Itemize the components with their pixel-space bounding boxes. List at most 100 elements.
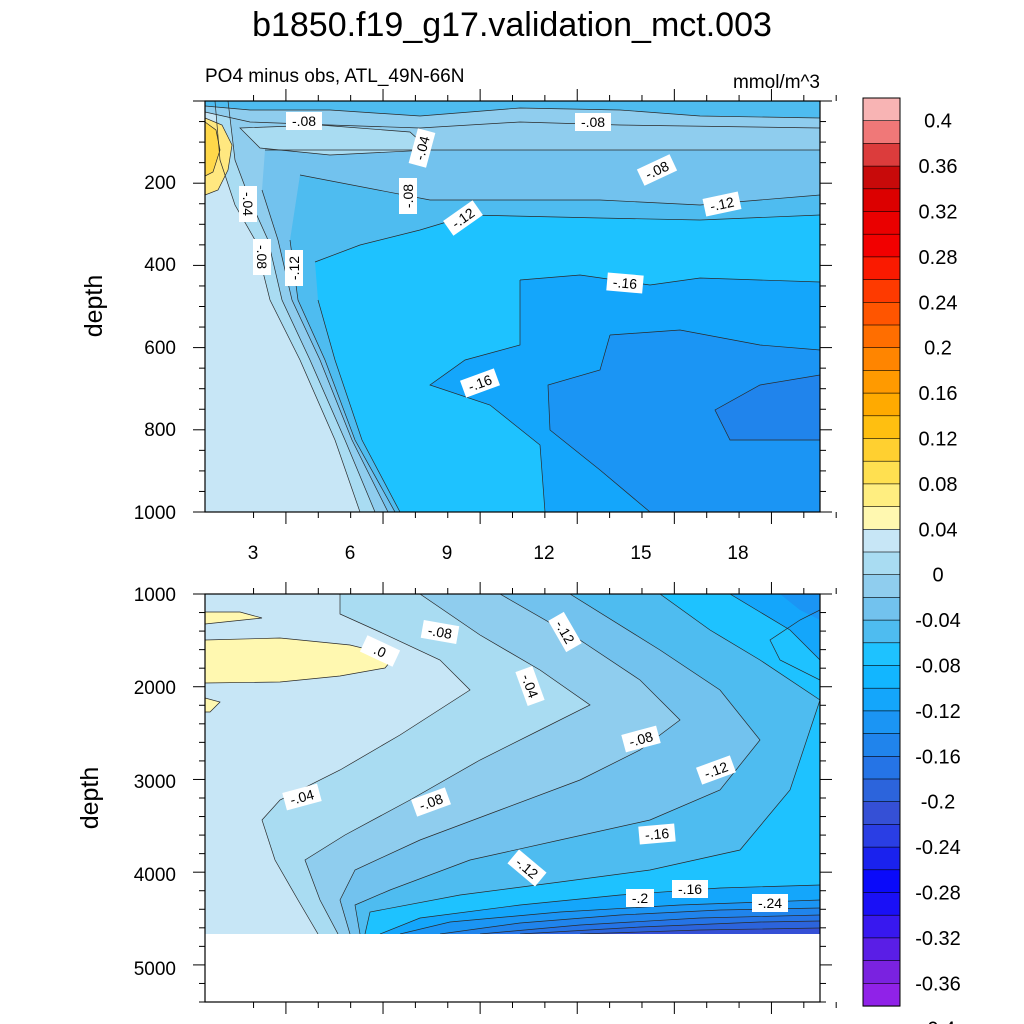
contour-label: -.12 xyxy=(702,758,730,781)
colorbar-label: 0.04 xyxy=(919,519,958,541)
contour-label: -.04 xyxy=(240,192,256,216)
contour-label: -.08 xyxy=(254,245,270,269)
contour-line xyxy=(519,920,820,934)
colorbar-swatch xyxy=(862,801,901,826)
colorbar-label: 0.32 xyxy=(919,202,958,224)
fill-region xyxy=(205,122,220,176)
upper-ylabel: depth xyxy=(80,275,108,338)
colorbar-swatch xyxy=(862,188,901,213)
colorbar-label: -0.4 xyxy=(921,1019,955,1024)
colorbar-label: -0.12 xyxy=(915,701,961,723)
colorbar-swatch xyxy=(862,869,901,894)
upper-ticks xyxy=(193,89,837,524)
contour-line xyxy=(714,374,820,441)
colorbar-swatch xyxy=(862,824,901,848)
contour-label: -.2 xyxy=(632,890,649,906)
fill-region xyxy=(715,375,820,440)
colorbar-label: -0.04 xyxy=(915,610,961,632)
contour-label: -.12 xyxy=(709,194,736,215)
colorbar-label: 0.28 xyxy=(919,247,958,269)
contour-label: -.04 xyxy=(518,672,541,700)
contour-label: -.24 xyxy=(758,895,782,911)
upper-ytick: 600 xyxy=(144,338,176,359)
colorbar-swatch xyxy=(862,574,901,599)
colorbar-swatch xyxy=(862,301,901,326)
fill-region xyxy=(580,928,820,934)
colorbar: 0.4 0.36 0.32 0.28 0.24 0.2 0.16 0.12 0.08 0.04 0 -… xyxy=(862,97,961,1024)
contour-line xyxy=(299,174,820,206)
fill-region xyxy=(240,125,430,155)
contour-line xyxy=(205,117,233,196)
subtitle-left: PO4 minus obs, ATL_49N-66N xyxy=(205,66,464,87)
lower-contour-lines xyxy=(205,594,820,934)
colorbar-swatch xyxy=(862,438,901,462)
colorbar-label: -0.16 xyxy=(915,746,961,768)
colorbar-label: 0.12 xyxy=(919,429,958,451)
contour-line xyxy=(609,329,820,351)
upper-xtick: 6 xyxy=(345,543,356,564)
contour-label: -.08 xyxy=(292,113,316,129)
contour-line xyxy=(304,594,591,934)
contour-line xyxy=(729,594,820,661)
upper-ytick: 800 xyxy=(144,420,176,441)
contour-label: -.04 xyxy=(411,134,433,162)
colorbar-swatch xyxy=(862,97,901,122)
colorbar-label: 0 xyxy=(932,565,943,587)
lower-contour-labels: .0 -.08 -.12 -.04 -.08 -.12 -.04 -.08 -.… xyxy=(282,611,788,912)
colorbar-swatch xyxy=(862,755,901,780)
chart-title: b1850.f19_g17.validation_mct.003 xyxy=(252,6,772,44)
colorbar-swatch xyxy=(862,619,901,644)
colorbar-label: -0.08 xyxy=(915,656,961,678)
contour-label: -.08 xyxy=(581,114,605,130)
contour-label: -.08 xyxy=(627,728,655,750)
colorbar-label: -0.28 xyxy=(915,883,961,905)
lower-ytick: 5000 xyxy=(134,959,176,980)
colorbar-swatch xyxy=(862,370,901,394)
colorbar-swatch xyxy=(862,347,901,372)
contour-line xyxy=(364,594,820,934)
fill-region xyxy=(548,330,820,512)
colorbar-label: 0.08 xyxy=(919,474,958,496)
lower-fills xyxy=(205,594,820,934)
upper-xtick: 18 xyxy=(727,543,748,564)
colorbar-boxes xyxy=(862,97,901,1007)
contour-line xyxy=(227,101,376,512)
contour-line xyxy=(205,121,221,177)
contour-line xyxy=(354,594,761,934)
contour-line xyxy=(205,697,221,713)
upper-fills xyxy=(205,101,820,512)
contour-label: -.08 xyxy=(427,622,454,642)
colorbar-swatch xyxy=(862,892,901,916)
colorbar-swatch xyxy=(862,256,901,281)
colorbar-swatch xyxy=(862,460,901,485)
lower-ticks xyxy=(193,582,837,1014)
colorbar-swatch xyxy=(862,642,901,667)
upper-panel: -.08 -.04 -.08 -.08 -.08 -.04 -.08 -.12 … xyxy=(80,89,837,564)
contour-label: -.04 xyxy=(288,786,316,808)
colorbar-swatch xyxy=(862,392,901,417)
colorbar-swatch xyxy=(862,551,901,576)
colorbar-label: 0.16 xyxy=(919,383,958,405)
colorbar-label: -0.2 xyxy=(921,792,955,814)
lower-ytick: 3000 xyxy=(134,772,176,793)
upper-xtick: 12 xyxy=(533,543,554,564)
contour-line xyxy=(261,189,389,512)
contour-label: -.08 xyxy=(417,790,445,813)
fill-region xyxy=(205,101,820,118)
contour-line xyxy=(205,611,263,625)
colorbar-swatch xyxy=(862,506,901,530)
colorbar-swatch xyxy=(862,960,901,984)
fill-region xyxy=(205,638,395,683)
colorbar-swatch xyxy=(862,597,901,621)
colorbar-swatch xyxy=(862,914,901,939)
lower-ytick: 1000 xyxy=(134,585,176,606)
colorbar-swatch xyxy=(862,120,901,144)
colorbar-label: -0.24 xyxy=(915,837,961,859)
colorbar-swatch xyxy=(862,778,901,803)
upper-ytick: 200 xyxy=(144,173,176,194)
colorbar-labels: 0.4 0.36 0.32 0.28 0.24 0.2 0.16 0.12 0.08 0.04 0 -… xyxy=(915,111,961,1024)
lower-ytick: 2000 xyxy=(134,678,176,699)
contour-line xyxy=(399,899,820,934)
colorbar-swatch xyxy=(862,165,901,190)
